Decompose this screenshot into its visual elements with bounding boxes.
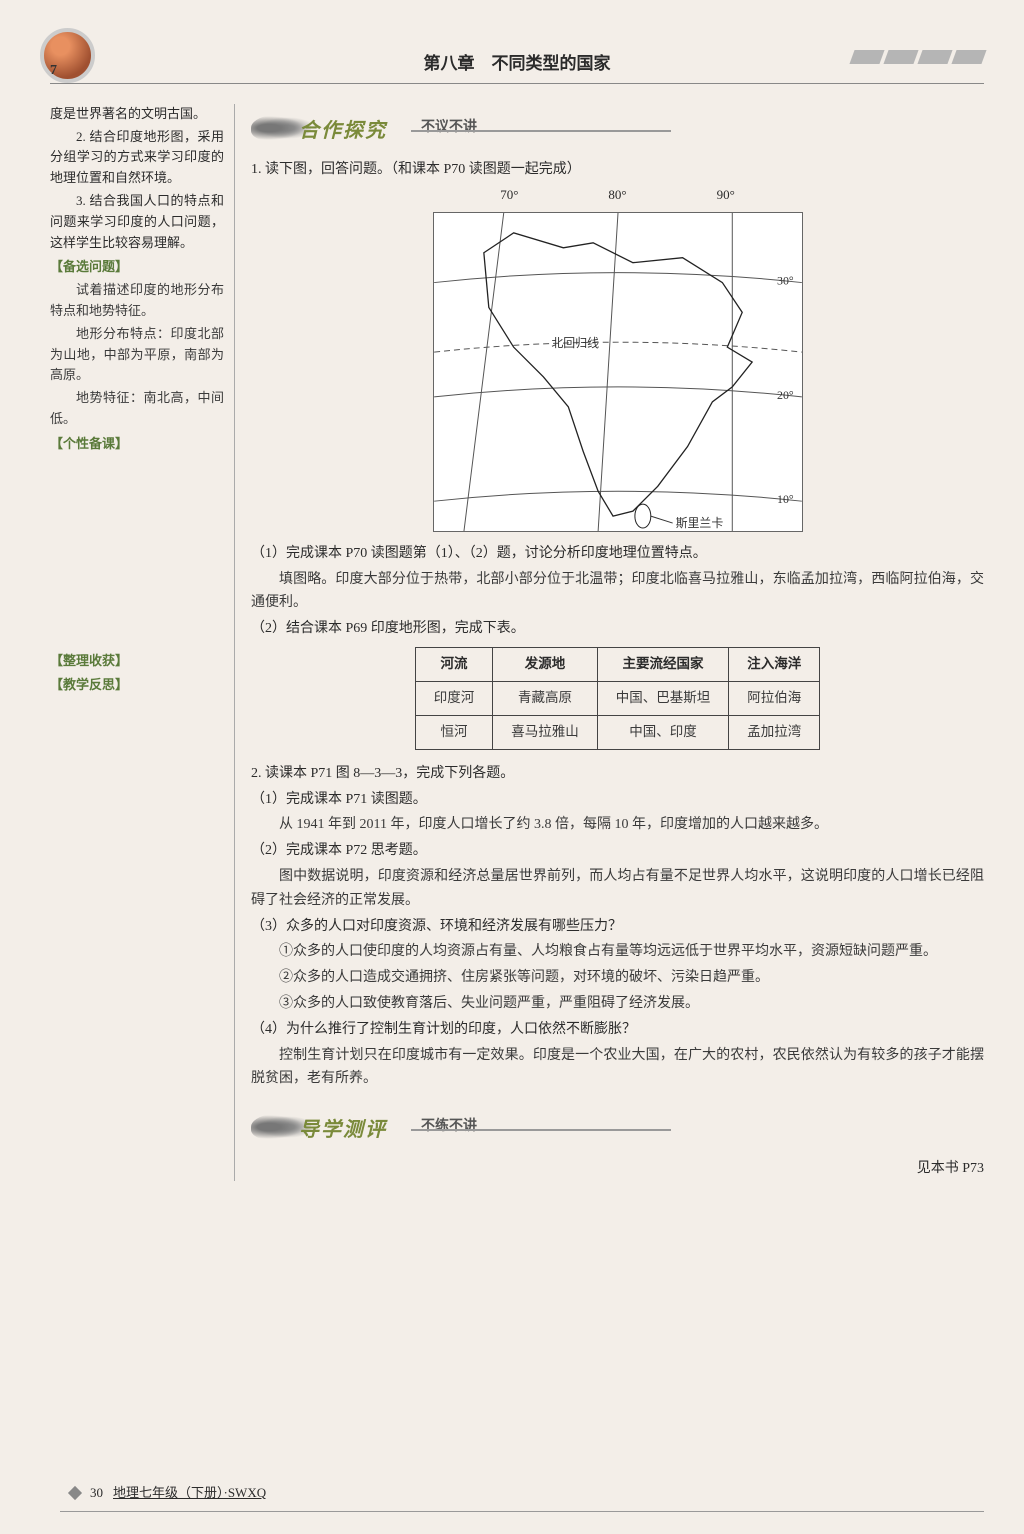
banner-title-cooperate: 合作探究 — [299, 114, 387, 148]
banner-sub-assess: 不练不讲 — [421, 1115, 477, 1139]
book-title-footer: 地理七年级（下册）·SWXQ — [113, 1482, 266, 1504]
sidebar-head-backup-q: 【备选问题】 — [50, 257, 224, 278]
banner-title-assess: 导学测评 — [299, 1113, 387, 1147]
q2-3: （3）众多的人口对印度资源、环境和经济发展有哪些压力？ — [251, 915, 984, 939]
sidebar-p6: 地势特征：南北高，中间低。 — [50, 388, 224, 430]
lon-80: 80° — [608, 184, 626, 206]
th-sea: 注入海洋 — [729, 647, 820, 681]
logo-mascot-icon — [40, 28, 95, 83]
q2-2: （2）完成课本 P72 思考题。 — [251, 839, 984, 863]
sidebar-p3: 3. 结合我国人口的特点和问题来学习印度的人口问题，这样学生比较容易理解。 — [50, 191, 224, 253]
page-number: 30 — [90, 1482, 103, 1504]
banner-sub-cooperate: 不议不讲 — [421, 116, 477, 140]
banner-assess: 导学测评 不练不讲 — [251, 1109, 984, 1143]
banner-line — [411, 130, 671, 132]
lon-70: 70° — [500, 184, 518, 206]
th-source: 发源地 — [493, 647, 598, 681]
banner-line — [411, 1129, 671, 1131]
chapter-title: 第八章 不同类型的国家 — [424, 54, 611, 73]
svg-text:10°: 10° — [777, 492, 794, 506]
header-stripe-decor — [852, 50, 984, 64]
sidebar-p5: 地形分布特点：印度北部为山地，中部为平原，南部为高原。 — [50, 324, 224, 386]
svg-text:20°: 20° — [777, 388, 794, 402]
th-river: 河流 — [415, 647, 493, 681]
q1-1-ans: 填图略。印度大部分位于热带，北部小部分位于北温带；印度北临喜马拉雅山，东临孟加拉… — [251, 568, 984, 616]
q2-3-a3: ③众多的人口致使教育落后、失业问题严重，严重阻碍了经济发展。 — [251, 992, 984, 1016]
q2-1-ans: 从 1941 年到 2011 年，印度人口增长了约 3.8 倍，每隔 10 年，… — [251, 813, 984, 837]
diamond-icon — [68, 1486, 82, 1500]
q2-2-ans: 图中数据说明，印度资源和经济总量居世界前列，而人均占有量不足世界人均水平，这说明… — [251, 865, 984, 913]
q2: 2. 读课本 P71 图 8—3—3，完成下列各题。 — [251, 762, 984, 786]
rivers-table: 河流 发源地 主要流经国家 注入海洋 印度河 青藏高原 中国、巴基斯坦 阿拉伯海… — [415, 647, 821, 750]
table-row: 恒河 喜马拉雅山 中国、印度 孟加拉湾 — [415, 715, 820, 749]
header-underline — [50, 83, 984, 84]
q1-2: （2）结合课本 P69 印度地形图，完成下表。 — [251, 617, 984, 641]
q2-1: （1）完成课本 P71 读图题。 — [251, 788, 984, 812]
main-content: 合作探究 不议不讲 1. 读下图，回答问题。（和课本 P70 读图题一起完成） … — [247, 104, 984, 1181]
q2-3-a2: ②众多的人口造成交通拥挤、住房紧张等问题，对环境的破坏、污染日趋严重。 — [251, 966, 984, 990]
q1-1: （1）完成课本 P70 读图题第（1）、（2）题，讨论分析印度地理位置特点。 — [251, 542, 984, 566]
svg-text:30°: 30° — [777, 273, 794, 287]
map-srilanka-label: 斯里兰卡 — [675, 516, 723, 530]
map-tropic-label: 北回归线 — [551, 336, 599, 350]
page-header: 第八章 不同类型的国家 — [50, 20, 984, 84]
footer-line — [60, 1511, 984, 1512]
sidebar-head-reflect: 【教学反思】 — [50, 675, 224, 696]
map-lon-labels: 70° 80° 90° — [251, 184, 984, 206]
see-reference: 见本书 P73 — [251, 1157, 984, 1181]
sidebar-notes: 度是世界著名的文明古国。 2. 结合印度地形图，采用分组学习的方式来学习印度的地… — [50, 104, 235, 1181]
sidebar-head-summary: 【整理收获】 — [50, 651, 224, 672]
banner-cooperate: 合作探究 不议不讲 — [251, 110, 984, 144]
sidebar-p2: 2. 结合印度地形图，采用分组学习的方式来学习印度的地理位置和自然环境。 — [50, 127, 224, 189]
table-header-row: 河流 发源地 主要流经国家 注入海洋 — [415, 647, 820, 681]
table-row: 印度河 青藏高原 中国、巴基斯坦 阿拉伯海 — [415, 681, 820, 715]
q2-4: （4）为什么推行了控制生育计划的印度，人口依然不断膨胀？ — [251, 1018, 984, 1042]
sidebar-p1: 度是世界著名的文明古国。 — [50, 104, 224, 125]
sidebar-spacer — [50, 457, 224, 647]
q1: 1. 读下图，回答问题。（和课本 P70 读图题一起完成） — [251, 158, 984, 182]
map-svg-icon: 北回归线 斯里兰卡 30° 20° 10° — [433, 212, 803, 532]
page-footer: 30 地理七年级（下册）·SWXQ — [70, 1482, 266, 1504]
q2-3-a1: ①众多的人口使印度的人均资源占有量、人均粮食占有量等均远远低于世界平均水平，资源… — [251, 940, 984, 964]
india-map: 北回归线 斯里兰卡 30° 20° 10° — [251, 212, 984, 532]
sidebar-p4: 试着描述印度的地形分布特点和地势特征。 — [50, 280, 224, 322]
sidebar-head-personal: 【个性备课】 — [50, 434, 224, 455]
q2-4-ans: 控制生育计划只在印度城市有一定效果。印度是一个农业大国，在广大的农村，农民依然认… — [251, 1044, 984, 1092]
th-countries: 主要流经国家 — [597, 647, 729, 681]
lon-90: 90° — [717, 184, 735, 206]
